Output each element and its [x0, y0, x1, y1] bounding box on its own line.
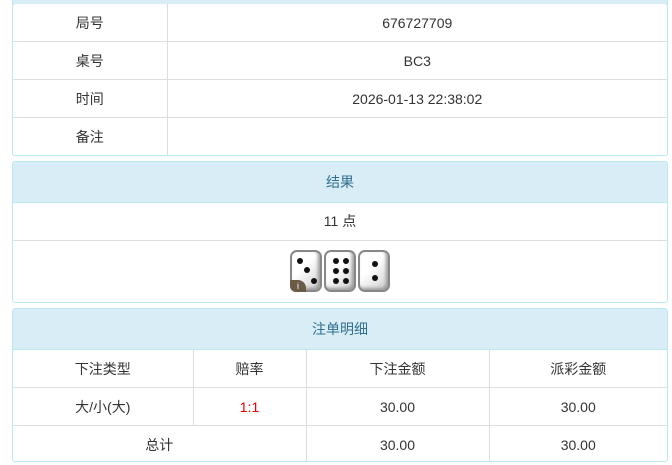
die-3-icon: i — [290, 250, 322, 292]
bet-details-panel: 注单明细 下注类型 赔率 下注金额 派彩金额 大/小(大) 1:1 30.00 … — [12, 308, 668, 462]
die-pip — [372, 261, 378, 267]
value-remark — [166, 117, 667, 155]
label-time: 时间 — [13, 79, 168, 118]
die-2-icon — [358, 250, 390, 292]
result-points: 11 点 — [13, 203, 667, 241]
die-pip — [343, 258, 349, 264]
die-pip — [333, 258, 339, 264]
info-panel: 局号 676727709 桌号 BC3 时间 2026-01-13 22:38:02 … — [12, 4, 668, 156]
label-round: 局号 — [13, 4, 168, 42]
die-pip — [311, 278, 317, 284]
info-icon[interactable]: i — [290, 280, 306, 292]
die-pip — [333, 278, 339, 284]
header-bet-type: 下注类型 — [13, 350, 194, 388]
die-pip — [343, 268, 349, 274]
value-table: BC3 — [166, 41, 667, 80]
header-payout: 派彩金额 — [488, 350, 667, 388]
table-row: 桌号 BC3 — [13, 41, 667, 80]
header-odds: 赔率 — [192, 350, 307, 388]
label-table: 桌号 — [13, 41, 168, 80]
payout: 30.00 — [488, 387, 667, 426]
header-bet-amount: 下注金额 — [305, 350, 490, 388]
die-pip — [372, 275, 378, 281]
value-time: 2026-01-13 22:38:02 — [166, 79, 667, 118]
value-round: 676727709 — [166, 4, 667, 42]
die-pip — [343, 278, 349, 284]
total-label: 总计 — [13, 425, 307, 461]
result-title: 结果 — [13, 162, 667, 203]
dice-group: i — [13, 241, 667, 292]
table-row: 局号 676727709 — [13, 4, 667, 42]
die-6-icon — [324, 250, 356, 292]
table-row: 时间 2026-01-13 22:38:02 — [13, 79, 667, 118]
bet-type: 大/小(大) — [13, 387, 194, 426]
die-pip — [304, 267, 310, 273]
total-payout: 30.00 — [488, 425, 667, 461]
table-row: 大/小(大) 1:1 30.00 30.00 — [13, 387, 667, 426]
label-remark: 备注 — [13, 117, 168, 155]
total-amount: 30.00 — [305, 425, 490, 461]
die-pip — [333, 268, 339, 274]
table-row: 备注 — [13, 117, 667, 155]
table-header-row: 下注类型 赔率 下注金额 派彩金额 — [13, 350, 667, 388]
bet-amount: 30.00 — [305, 387, 490, 426]
odds: 1:1 — [192, 387, 307, 426]
bet-details-title: 注单明细 — [13, 309, 667, 350]
die-pip — [297, 258, 303, 264]
total-row: 总计 30.00 30.00 — [13, 425, 667, 461]
result-panel: 结果 11 点 i — [12, 161, 668, 303]
